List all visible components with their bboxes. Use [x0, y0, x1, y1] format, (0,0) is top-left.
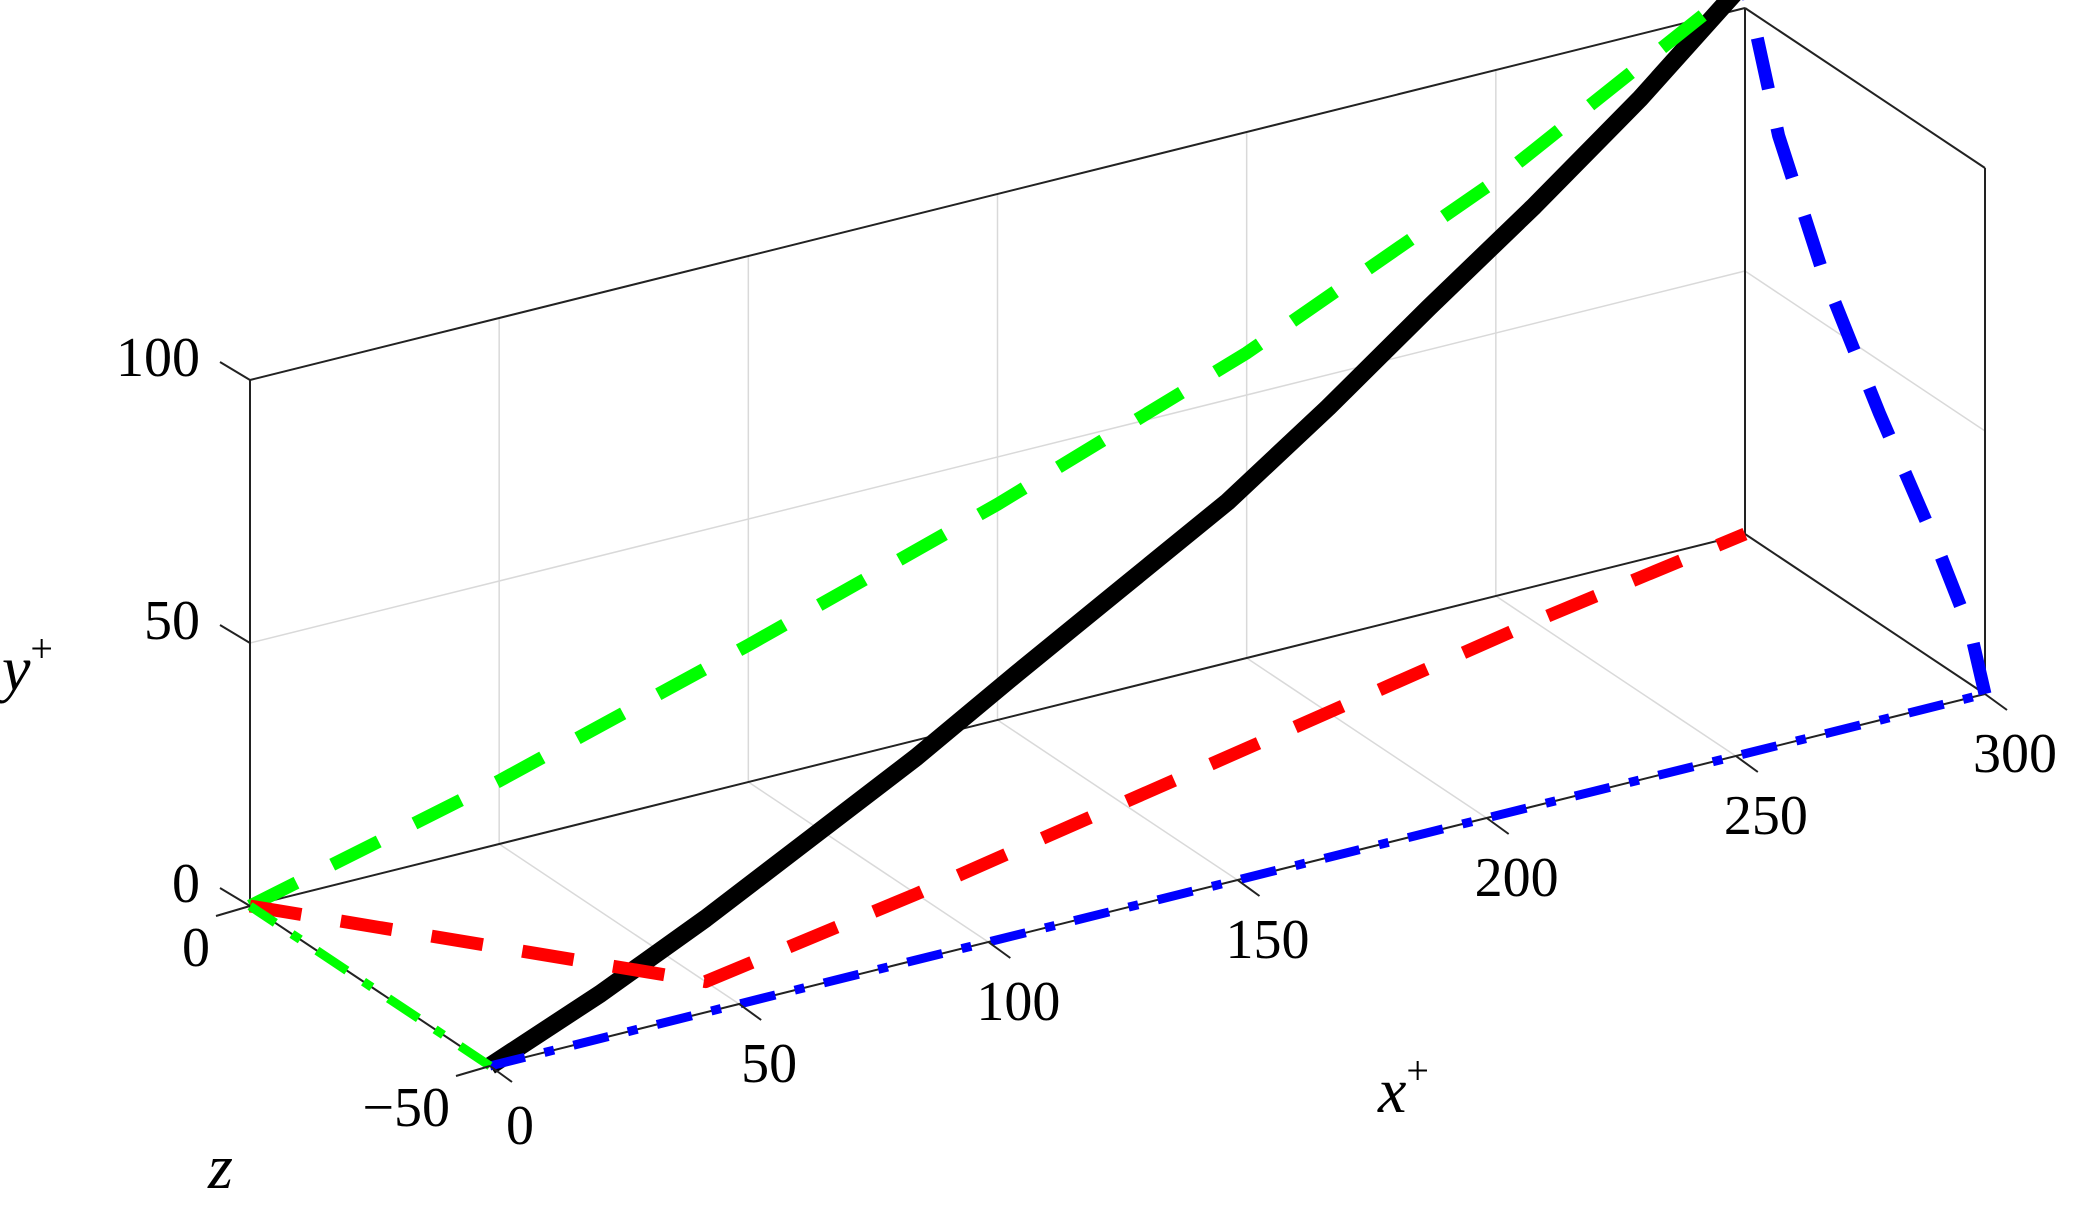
- x-axis-label: x+: [1377, 1048, 1429, 1126]
- y-tick-label: 50: [144, 590, 200, 652]
- series-trajectory: [485, 0, 1741, 1074]
- y-gridline-side-wall: [1744, 270, 1986, 432]
- plot-box-edge: [249, 533, 1746, 907]
- plot-box-edge: [249, 7, 1746, 381]
- x-tick-label: 300: [1973, 723, 2057, 785]
- plot-box-edge: [1744, 7, 1986, 169]
- x-gridline-floor: [1495, 595, 1737, 757]
- y-axis-label: y+: [0, 626, 53, 704]
- x-gridline-floor: [1246, 657, 1488, 819]
- z-tick-mark: [215, 905, 251, 917]
- x-tick-mark: [1984, 693, 2008, 711]
- z-tick-mark: [455, 1065, 491, 1077]
- x-tick-label: 0: [506, 1095, 534, 1157]
- x-tick-label: 200: [1475, 847, 1559, 909]
- y-tick-label: 0: [172, 853, 200, 915]
- x-tick-label: 150: [1226, 909, 1310, 971]
- y-tick-mark: [219, 887, 251, 907]
- z-axis-label: z: [207, 1131, 233, 1202]
- x-gridline-floor: [997, 719, 1238, 881]
- y-tick-mark: [219, 624, 251, 644]
- x-tick-label: 250: [1724, 785, 1808, 847]
- x-tick-mark: [987, 941, 1011, 959]
- plot-box-edge: [1744, 533, 1986, 695]
- series-layer: [247, 0, 1992, 1074]
- x-gridline-floor: [498, 843, 740, 1005]
- series-xy-projection: [247, 0, 1733, 912]
- x-tick-mark: [1735, 755, 1759, 773]
- x-tick-mark: [1486, 817, 1510, 835]
- series-xz-projection: [248, 527, 1748, 989]
- y-gridline-back-wall: [249, 270, 1746, 644]
- x-tick-mark: [1236, 879, 1261, 897]
- z-tick-label: −50: [362, 1077, 450, 1139]
- x-tick-label: 50: [741, 1033, 797, 1095]
- tick-layer: 0 50 100 150 200 250 300 0 50 100 0 −50: [116, 327, 2057, 1157]
- x-gridline-floor: [747, 781, 989, 943]
- series-yz-projection: [1742, 0, 1992, 696]
- x-tick-mark: [489, 1065, 513, 1083]
- y-tick-mark: [219, 361, 251, 381]
- y-tick-label: 100: [116, 327, 200, 389]
- z-tick-label: 0: [182, 917, 210, 979]
- x-tick-label: 100: [976, 971, 1060, 1033]
- x-tick-mark: [738, 1003, 762, 1021]
- series-yz-origin-projection: [247, 902, 493, 1070]
